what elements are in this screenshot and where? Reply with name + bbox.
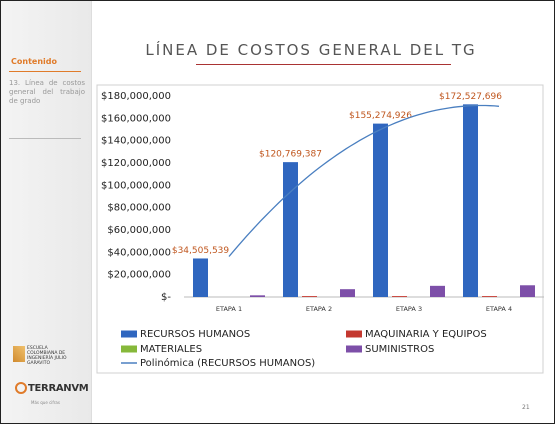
rule bbox=[9, 138, 81, 139]
x-tick-label: ETAPA 1 bbox=[216, 305, 242, 313]
data-label: $172,527,696 bbox=[439, 92, 502, 102]
page-number: 21 bbox=[522, 404, 530, 411]
y-tick-label: $60,000,000 bbox=[107, 225, 171, 236]
y-tick-label: $80,000,000 bbox=[107, 203, 171, 214]
bar bbox=[520, 285, 535, 297]
legend-label: MATERIALES bbox=[140, 344, 202, 355]
sidebar: Contenido 13. Línea de costos general de… bbox=[1, 1, 92, 423]
legend-swatch bbox=[346, 330, 362, 338]
brand-mark bbox=[15, 382, 27, 394]
logo-text: Escuela Colombiana de Ingeniería Julio G… bbox=[27, 346, 67, 366]
bar bbox=[250, 295, 265, 297]
title-rule bbox=[196, 64, 451, 65]
bar bbox=[373, 123, 388, 297]
brand-sub: Más que cifras bbox=[31, 400, 60, 405]
y-tick-label: $40,000,000 bbox=[107, 247, 171, 258]
trendline bbox=[228, 104, 500, 257]
sidebar-heading: Contenido bbox=[11, 57, 57, 66]
bar bbox=[340, 289, 355, 297]
brand-text: TERRANVM bbox=[28, 383, 89, 394]
data-label: $155,274,926 bbox=[349, 111, 412, 121]
y-tick-label: $100,000,000 bbox=[101, 180, 171, 191]
data-label: $120,769,387 bbox=[259, 150, 322, 160]
chart-frame bbox=[96, 84, 544, 374]
legend-label: RECURSOS HUMANOS bbox=[140, 329, 250, 340]
slide-title: LÍNEA DE COSTOS GENERAL DEL TG bbox=[145, 41, 477, 59]
legend-label: SUMINISTROS bbox=[365, 344, 434, 355]
y-tick-label: $160,000,000 bbox=[101, 113, 171, 124]
legend-swatch bbox=[121, 345, 137, 353]
bar bbox=[392, 296, 407, 297]
y-tick-label: $20,000,000 bbox=[107, 270, 171, 281]
bar bbox=[302, 296, 317, 297]
sidebar-item: 13. Línea de costos general del trabajo … bbox=[9, 79, 85, 105]
brand: TERRANVM bbox=[15, 382, 89, 394]
bar bbox=[463, 104, 478, 297]
y-tick-label: $- bbox=[161, 292, 171, 303]
y-tick-label: $140,000,000 bbox=[101, 136, 171, 147]
legend-label: Polinómica (RECURSOS HUMANOS) bbox=[140, 357, 315, 369]
y-tick-label: $180,000,000 bbox=[101, 91, 171, 102]
legend-label: MAQUINARIA Y EQUIPOS bbox=[365, 329, 487, 340]
data-label: $34,505,539 bbox=[172, 246, 230, 256]
y-tick-label: $120,000,000 bbox=[101, 158, 171, 169]
legend-swatch bbox=[121, 330, 137, 338]
logo-mark bbox=[13, 346, 25, 362]
x-tick-label: ETAPA 4 bbox=[486, 305, 512, 313]
x-tick-label: ETAPA 2 bbox=[306, 305, 332, 313]
x-tick-label: ETAPA 3 bbox=[396, 305, 422, 313]
bar bbox=[430, 285, 445, 297]
bar bbox=[193, 258, 208, 297]
bar bbox=[283, 162, 298, 297]
rule bbox=[9, 71, 81, 72]
legend-swatch bbox=[346, 345, 362, 353]
bar bbox=[482, 296, 497, 297]
